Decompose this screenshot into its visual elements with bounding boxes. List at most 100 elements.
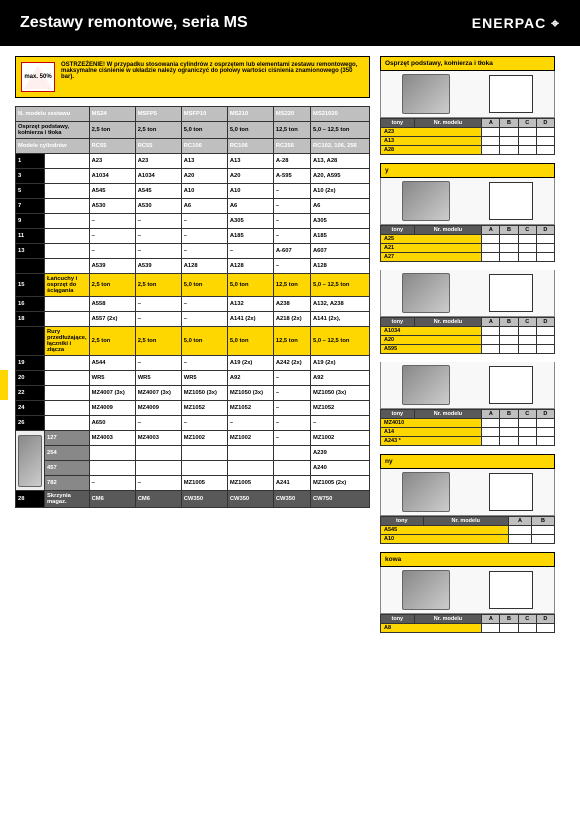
table-cell [45,154,90,169]
content: max. 50% OSTRZEŻENIE! W przypadku stosow… [0,46,580,651]
table-cell: MZ4003 [89,431,135,446]
side-model-cell: A13 [381,137,482,146]
table-header-cell: 2,5 ton [135,122,181,139]
table-header-cell: MS220 [273,107,310,122]
side-model-cell: A545 [381,526,509,535]
table-cell: – [89,244,135,259]
side-data-cell [482,128,500,137]
table-cell: Rury przedłużające, łączniki i złącza [45,327,90,356]
side-header-cell: C [518,119,536,128]
table-cell [181,446,227,461]
table-header-cell: 5,0 ton [181,122,227,139]
side-data-cell [500,128,518,137]
side-images [380,178,555,225]
dimension-diagram [489,75,533,113]
table-cell: A10 [227,184,273,199]
table-cell [135,446,181,461]
page-title: Zestawy remontowe, seria MS [20,14,248,32]
side-model-cell: A21 [381,244,482,253]
table-cell: A545 [135,184,181,199]
side-header-cell: Nr. modelu [414,318,482,327]
side-header-cell: tony [381,318,415,327]
table-cell: CW350 [273,491,310,508]
table-header-cell: 5,0 ton [227,122,273,139]
side-data-cell [500,244,518,253]
side-model-cell: A14 [381,428,482,437]
table-cell: – [181,229,227,244]
side-model-cell: A243 * [381,437,482,446]
table-cell: – [227,244,273,259]
table-cell: – [89,229,135,244]
table-cell: A218 (2x) [273,312,310,327]
table-cell: A539 [89,259,135,274]
side-data-cell [536,146,554,155]
sub-row-number: 127 [45,431,90,446]
row-number: 24 [16,401,45,416]
side-data-cell [531,535,554,544]
table-cell: – [181,312,227,327]
table-cell [273,446,310,461]
side-header-cell: Nr. modelu [414,615,482,624]
table-cell: – [273,416,310,431]
table-cell: MZ1050 (3x) [181,386,227,401]
warning-icon: max. 50% [21,62,55,92]
side-section: tonyNr. modeluABCDMZ4010A14A243 * [380,362,555,446]
side-images [380,567,555,614]
table-cell: A530 [89,199,135,214]
table-cell: – [273,259,310,274]
side-data-cell [482,235,500,244]
warning-box: max. 50% OSTRZEŻENIE! W przypadku stosow… [15,56,370,98]
table-cell: 5,0 – 12,5 ton [311,274,370,297]
row-number: 3 [16,169,45,184]
side-data-cell [518,345,536,354]
table-cell: 2,5 ton [135,274,181,297]
part-photo [402,570,450,610]
table-cell: MZ1052 [227,401,273,416]
side-data-cell [500,327,518,336]
side-data-cell [536,128,554,137]
side-data-cell [531,526,554,535]
side-data-cell [518,235,536,244]
table-cell: – [135,297,181,312]
side-model-cell: A27 [381,253,482,262]
side-title: y [380,163,555,178]
table-cell: MZ4009 [135,401,181,416]
table-cell: A-607 [273,244,310,259]
table-header-cell: 12,5 ton [273,122,310,139]
side-table: tonyNr. modeluABA545A10 [380,516,555,544]
table-cell [227,446,273,461]
table-header-cell: Osprzęt podstawy, kołnierza i tłoka [16,122,90,139]
table-cell: – [273,214,310,229]
side-images [380,71,555,118]
table-cell: MZ1052 [181,401,227,416]
part-photo [402,273,450,313]
side-header-cell: A [482,410,500,419]
side-table: tonyNr. modeluABCDMZ4010A14A243 * [380,409,555,446]
side-data-cell [482,428,500,437]
side-header-cell: D [536,226,554,235]
side-header-cell: A [482,615,500,624]
table-cell: A20 [227,169,273,184]
table-cell: A141 (2x), [311,312,370,327]
table-cell: 2,5 ton [89,327,135,356]
table-cell [45,214,90,229]
side-data-cell [518,128,536,137]
table-cell: MZ4009 [89,401,135,416]
table-cell: 5,0 – 12,5 ton [311,327,370,356]
table-cell: – [273,386,310,401]
side-header-cell: B [500,615,518,624]
table-cell: A20, A595 [311,169,370,184]
table-cell: A128 [227,259,273,274]
part-photo [402,181,450,221]
side-header-cell: C [518,615,536,624]
table-cell [45,297,90,312]
row-number: 11 [16,229,45,244]
row-label: Skrzynia magaz. [45,491,90,508]
side-header-cell: B [531,517,554,526]
side-data-cell [518,253,536,262]
table-cell: – [273,184,310,199]
side-model-cell: A595 [381,345,482,354]
table-header-cell: 5,0 – 12,5 ton [311,122,370,139]
part-photo [402,472,450,512]
side-header-cell: B [500,410,518,419]
